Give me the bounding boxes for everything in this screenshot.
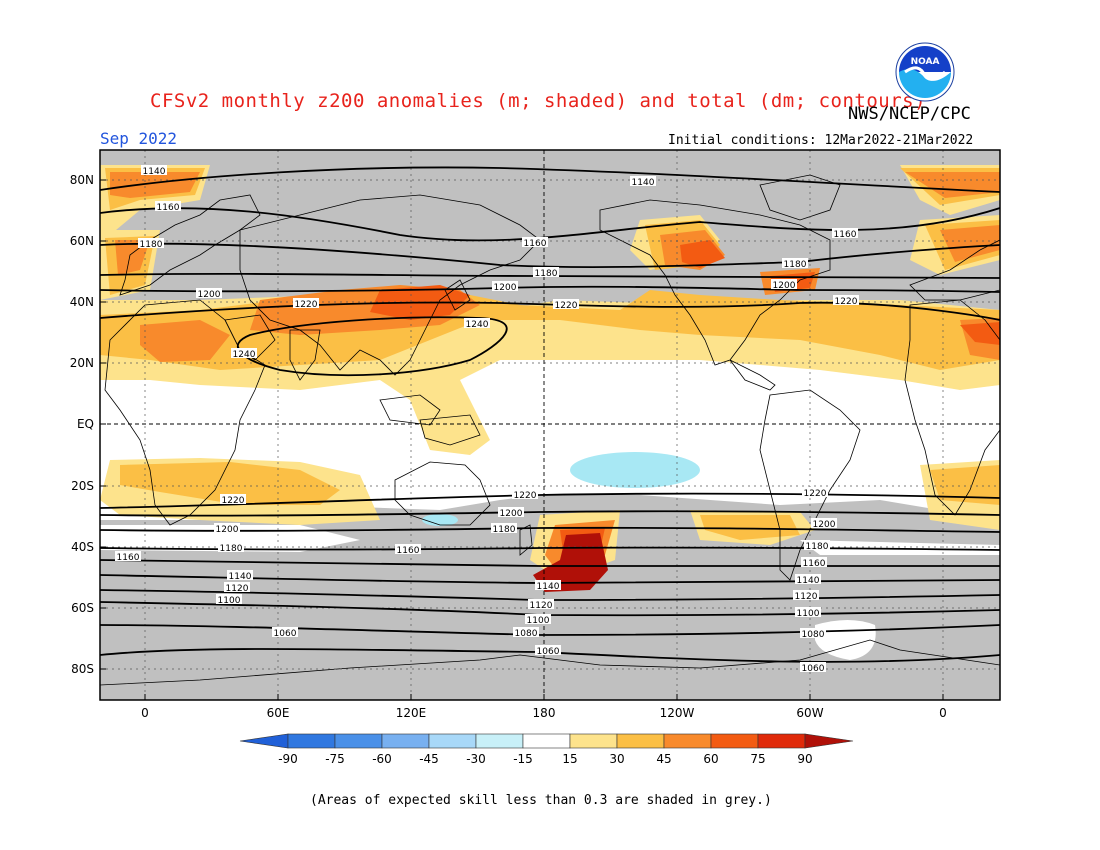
svg-text:1120: 1120 <box>226 584 249 594</box>
svg-text:20S: 20S <box>71 479 94 493</box>
svg-text:120E: 120E <box>396 706 427 720</box>
colorbar-tick-label: -15 <box>513 752 533 766</box>
svg-text:1080: 1080 <box>802 630 825 640</box>
longitude-labels: 0 60E 120E 180 120W 60W 0 <box>141 706 947 720</box>
svg-text:1180: 1180 <box>784 260 807 270</box>
colorbar-swatch <box>522 733 571 749</box>
svg-text:60N: 60N <box>70 234 94 248</box>
axis-ticks <box>100 179 944 700</box>
svg-text:1160: 1160 <box>834 230 857 240</box>
svg-text:1140: 1140 <box>537 582 560 592</box>
colorbar-swatch <box>334 733 383 749</box>
svg-text:1060: 1060 <box>537 647 560 657</box>
colorbar-swatch <box>569 733 618 749</box>
colorbar-swatch <box>616 733 665 749</box>
colorbar-tick-label: -30 <box>466 752 486 766</box>
colorbar-swatch <box>710 733 759 749</box>
initial-conditions: Initial conditions: 12Mar2022-21Mar2022 <box>668 133 974 148</box>
colorbar-swatch <box>475 733 524 749</box>
svg-text:40N: 40N <box>70 295 94 309</box>
svg-text:NOAA: NOAA <box>911 57 940 67</box>
svg-text:1060: 1060 <box>802 664 825 674</box>
svg-text:1180: 1180 <box>806 542 829 552</box>
colorbar-tick-label: 90 <box>797 752 812 766</box>
colorbar-arrow-high <box>804 733 854 749</box>
svg-text:1200: 1200 <box>500 509 523 519</box>
svg-text:60S: 60S <box>71 601 94 615</box>
svg-text:EQ: EQ <box>77 417 94 431</box>
colorbar-swatch <box>757 733 806 749</box>
svg-text:1140: 1140 <box>632 178 655 188</box>
svg-text:1120: 1120 <box>795 592 818 602</box>
svg-text:1060: 1060 <box>274 629 297 639</box>
svg-text:80S: 80S <box>71 662 94 676</box>
colorbar-tick-label: -90 <box>278 752 298 766</box>
svg-text:1080: 1080 <box>515 629 538 639</box>
svg-text:1180: 1180 <box>220 544 243 554</box>
svg-text:1220: 1220 <box>514 491 537 501</box>
forecast-month: Sep 2022 <box>100 129 178 148</box>
svg-text:1240: 1240 <box>466 320 489 330</box>
colorbar-tick-label: 75 <box>750 752 765 766</box>
svg-text:1200: 1200 <box>198 290 221 300</box>
svg-text:1220: 1220 <box>835 297 858 307</box>
agency-label: NWS/NCEP/CPC <box>848 104 971 124</box>
svg-text:1100: 1100 <box>218 596 241 606</box>
chart-title: CFSv2 monthly z200 anomalies (m; shaded)… <box>150 90 927 112</box>
svg-text:1160: 1160 <box>397 546 420 556</box>
svg-text:1180: 1180 <box>140 240 163 250</box>
svg-text:1220: 1220 <box>804 489 827 499</box>
svg-text:1200: 1200 <box>813 520 836 530</box>
colorbar-swatch <box>663 733 712 749</box>
svg-text:1220: 1220 <box>222 496 245 506</box>
svg-text:1180: 1180 <box>535 269 558 279</box>
svg-text:1160: 1160 <box>524 239 547 249</box>
svg-text:0: 0 <box>939 706 947 720</box>
colorbar-tick-label: 30 <box>609 752 624 766</box>
svg-text:1220: 1220 <box>555 301 578 311</box>
svg-text:1140: 1140 <box>797 576 820 586</box>
svg-text:1160: 1160 <box>117 553 140 563</box>
svg-text:1100: 1100 <box>797 609 820 619</box>
colorbar-tick-label: 15 <box>562 752 577 766</box>
svg-text:180: 180 <box>533 706 556 720</box>
colorbar-swatch <box>428 733 477 749</box>
svg-text:40S: 40S <box>71 540 94 554</box>
colorbar-tick-label: -60 <box>372 752 392 766</box>
svg-text:1120: 1120 <box>530 601 553 611</box>
colorbar-tick-label: -45 <box>419 752 439 766</box>
colorbar-arrow-low <box>239 733 289 749</box>
svg-text:80N: 80N <box>70 173 94 187</box>
svg-text:20N: 20N <box>70 356 94 370</box>
colorbar-swatch <box>381 733 430 749</box>
svg-text:1200: 1200 <box>216 525 239 535</box>
contour-labels: 1140 1140 1160 1160 1160 1180 1180 1180 … <box>115 165 859 674</box>
svg-text:1180: 1180 <box>493 525 516 535</box>
svg-text:1160: 1160 <box>157 203 180 213</box>
svg-text:1220: 1220 <box>295 300 318 310</box>
svg-text:1160: 1160 <box>803 559 826 569</box>
colorbar: -90 -75 -60 -45 -30 -15 15 30 45 60 75 90 <box>239 733 854 766</box>
noaa-logo: NOAA <box>895 42 955 102</box>
svg-text:120W: 120W <box>660 706 695 720</box>
svg-text:1140: 1140 <box>229 572 252 582</box>
svg-text:60E: 60E <box>267 706 290 720</box>
colorbar-tick-label: 45 <box>656 752 671 766</box>
svg-text:60W: 60W <box>796 706 823 720</box>
svg-text:1240: 1240 <box>233 350 256 360</box>
svg-text:0: 0 <box>141 706 149 720</box>
footnote: (Areas of expected skill less than 0.3 a… <box>310 793 772 808</box>
latitude-labels: 80N 60N 40N 20N EQ 20S 40S 60S 80S <box>70 173 94 676</box>
svg-text:1100: 1100 <box>527 616 550 626</box>
svg-text:1140: 1140 <box>143 167 166 177</box>
svg-text:1200: 1200 <box>773 281 796 291</box>
colorbar-tick-label: 60 <box>703 752 718 766</box>
negative-anomaly-area <box>422 452 700 526</box>
colorbar-swatch <box>287 733 336 749</box>
colorbar-tick-label: -75 <box>325 752 345 766</box>
map-frame <box>99 149 1001 701</box>
svg-text:1200: 1200 <box>494 283 517 293</box>
